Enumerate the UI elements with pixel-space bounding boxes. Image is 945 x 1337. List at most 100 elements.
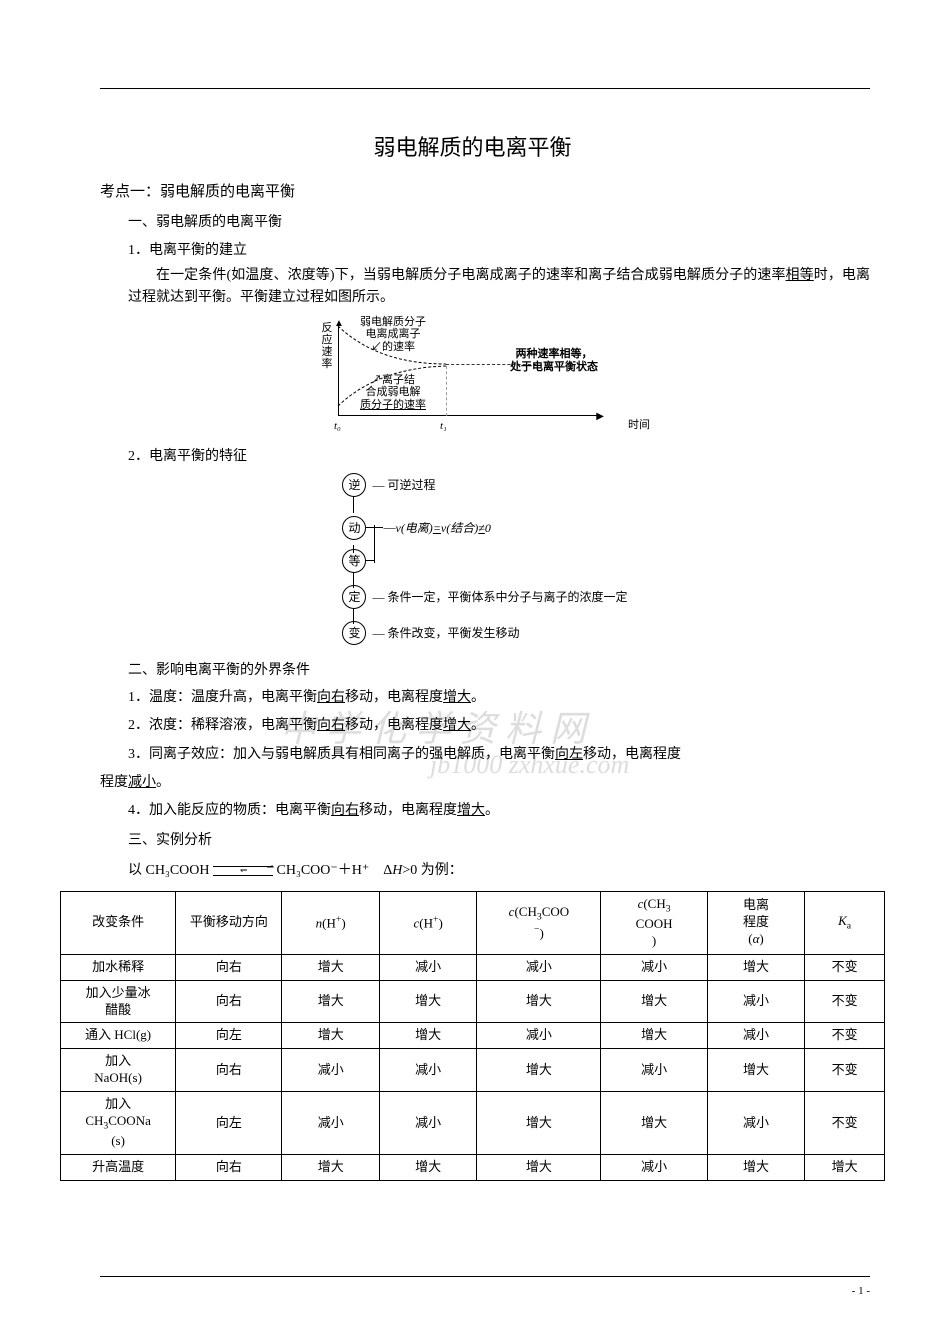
table-cell: 向左 <box>176 1092 282 1155</box>
heading-sec3: 三、实例分析 <box>100 829 870 849</box>
para-sec1-1: 在一定条件(如温度、浓度等)下，当弱电解质分子电离成离子的速率和离子结合成弱电解… <box>100 265 870 310</box>
heading-sec1-2: 2．电离平衡的特征 <box>100 445 870 465</box>
eq-pre: 以 CH₃COOH <box>128 863 210 878</box>
circle-ni: 逆 <box>342 473 366 497</box>
para-sec2-2: 2．浓度：稀释溶液，电离平衡向右移动，电离程度增大。 <box>100 715 870 737</box>
text-fragment: 。 <box>485 803 499 818</box>
table-cell: 向右 <box>176 954 282 980</box>
label-t0: t₀ <box>334 420 341 432</box>
eq-H: H <box>392 863 402 878</box>
table-cell: 加入NaOH(s) <box>61 1049 176 1092</box>
underline-text: 向右 <box>317 718 345 733</box>
table-cell: 减小 <box>282 1049 379 1092</box>
heading-sec2: 二、影响电离平衡的外界条件 <box>100 659 870 679</box>
document-title: 弱电解质的电离平衡 <box>60 130 885 162</box>
brace-dash: — <box>383 520 395 535</box>
connector-line <box>353 608 354 624</box>
connector-line <box>353 572 354 588</box>
circle-deng: 等 <box>342 549 366 573</box>
table-cell: 增大 <box>379 980 476 1023</box>
table-header: 电离程度(α) <box>707 891 804 954</box>
table-cell: 减小 <box>379 1092 476 1155</box>
text-fragment: 。 <box>156 775 170 790</box>
label-equilibrium: 两种速率相等， 处于电离平衡状态 <box>510 348 598 374</box>
table-cell: 增大 <box>282 980 379 1023</box>
table-cell: 减小 <box>601 1155 707 1181</box>
text-ding: — 条件一定，平衡体系中分子与离子的浓度一定 <box>372 588 627 605</box>
table-cell: 减小 <box>707 1023 804 1049</box>
table-cell: 增大 <box>601 1023 707 1049</box>
heading-kaodian1: 考点一：弱电解质的电离平衡 <box>100 180 870 201</box>
circle-bian: 变 <box>342 621 366 645</box>
table-cell: 升高温度 <box>61 1155 176 1181</box>
table-cell: 加入CH3COONa(s) <box>61 1092 176 1155</box>
circle-ding: 定 <box>342 585 366 609</box>
table-header: c(CH3COOH) <box>601 891 707 954</box>
text-fragment: 3．同离子效应：加入与弱电解质具有相同离子的强电解质，电离平衡 <box>128 747 555 762</box>
table-cell: 增大 <box>379 1155 476 1181</box>
text-line: ↙的速率 <box>360 341 426 354</box>
heading-sec1-1: 1．电离平衡的建立 <box>100 239 870 259</box>
text-fragment: 移动，电离程度 <box>359 803 457 818</box>
table-row: 通入 HCl(g)向左增大增大减小增大减小不变 <box>61 1023 885 1049</box>
connector-line <box>366 527 374 528</box>
table-cell: 增大 <box>282 954 379 980</box>
table-cell: 增大 <box>805 1155 885 1181</box>
text-line: ↗离子结 <box>360 374 426 387</box>
table-cell: 增大 <box>707 1155 804 1181</box>
table-row: 加入CH3COONa(s)向左减小减小增大增大减小不变 <box>61 1092 885 1155</box>
underline-text: 向左 <box>555 747 583 762</box>
table-cell: 减小 <box>601 954 707 980</box>
table-cell: 向右 <box>176 980 282 1023</box>
table-header: c(CH3COO−) <box>477 891 601 954</box>
table-cell: 不变 <box>805 1049 885 1092</box>
eq-post: CH₃COO⁻＋H⁺ Δ <box>277 863 393 878</box>
table-cell: 向右 <box>176 1155 282 1181</box>
text-line: 质分子的速率 <box>360 399 426 412</box>
underline-text: 增大 <box>457 803 485 818</box>
text-fragment: 。 <box>471 718 485 733</box>
underline-text: 减小 <box>128 775 156 790</box>
effects-table: 改变条件平衡移动方向n(H+)c(H+)c(CH3COO−)c(CH3COOH)… <box>60 891 885 1181</box>
circle-dong: 动 <box>342 516 366 540</box>
table-cell: 减小 <box>601 1049 707 1092</box>
table-cell: 减小 <box>707 1092 804 1155</box>
page-number: - 1 - <box>852 1285 870 1297</box>
table-header: n(H+) <box>282 891 379 954</box>
table-cell: 增大 <box>282 1023 379 1049</box>
arrow-right-icon: ▶ <box>596 411 604 422</box>
para-sec2-3b: 程度减小。 <box>100 772 870 794</box>
table-cell: 加入少量冰醋酸 <box>61 980 176 1023</box>
table-row: 加入少量冰醋酸向右增大增大增大增大减小不变 <box>61 980 885 1023</box>
table-row: 升高温度向右增大增大增大减小增大增大 <box>61 1155 885 1181</box>
table-header: 改变条件 <box>61 891 176 954</box>
equilibrium-arrows-icon: ⇀ ↽ <box>213 864 273 878</box>
text-fragment: 4．加入能反应的物质：电离平衡 <box>128 803 331 818</box>
table-header: 平衡移动方向 <box>176 891 282 954</box>
table-cell: 增大 <box>601 980 707 1023</box>
table-cell: 减小 <box>477 954 601 980</box>
table-cell: 减小 <box>379 1049 476 1092</box>
table-cell: 减小 <box>477 1023 601 1049</box>
table-cell: 增大 <box>707 1049 804 1092</box>
table-cell: 增大 <box>477 1049 601 1092</box>
table-cell: 增大 <box>477 980 601 1023</box>
para-sec2-4: 4．加入能反应的物质：电离平衡向右移动，电离程度增大。 <box>100 800 870 822</box>
label-t1: t₁ <box>440 420 447 432</box>
connector-line <box>366 560 374 561</box>
heading-sec1: 一、弱电解质的电离平衡 <box>100 211 870 231</box>
table-header: c(H+) <box>379 891 476 954</box>
para-sec2-3: 3．同离子效应：加入与弱电解质具有相同离子的强电解质，电离平衡向左移动，电离程度 <box>100 744 870 766</box>
y-axis-label: 反应速率 <box>320 322 334 370</box>
table-cell: 增大 <box>477 1155 601 1181</box>
table-cell: 增大 <box>707 954 804 980</box>
table-row: 加水稀释向右增大减小减小减小增大不变 <box>61 954 885 980</box>
text-fragment: 。 <box>471 690 485 705</box>
underline-text: 向右 <box>331 803 359 818</box>
table-cell: 增大 <box>601 1092 707 1155</box>
text-line: 处于电离平衡状态 <box>510 361 598 374</box>
table-cell: 增大 <box>282 1155 379 1181</box>
table-cell: 不变 <box>805 1023 885 1049</box>
text-fragment: 移动，电离程度 <box>583 747 681 762</box>
table-cell: 不变 <box>805 1092 885 1155</box>
